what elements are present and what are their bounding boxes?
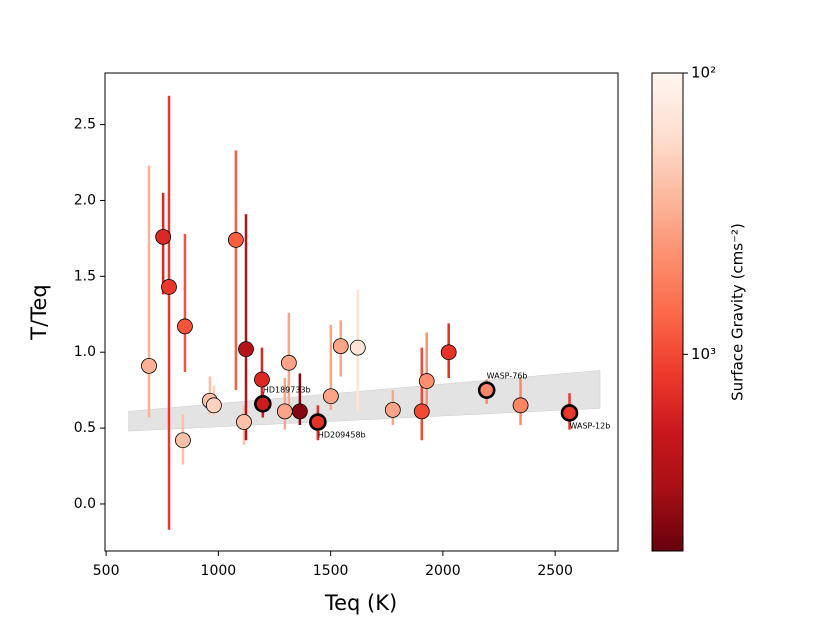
data-point: [440, 344, 457, 361]
data-point: [477, 381, 496, 399]
data-point: [177, 318, 193, 335]
data-point: [254, 395, 272, 413]
x-tick-label: 1500: [313, 563, 349, 579]
x-tick-label: 2000: [425, 563, 461, 579]
colorbar: [651, 72, 684, 552]
y-tick-label: 0.5: [74, 420, 96, 436]
data-point: [560, 404, 579, 422]
data-point: [349, 339, 366, 356]
colorbar-tick-label: 10³: [691, 345, 716, 363]
point-label: HD189733b: [263, 385, 311, 394]
y-tick-label: 2.0: [74, 192, 96, 208]
data-point: [322, 388, 339, 405]
x-tick-label: 2500: [537, 563, 573, 579]
x-tick-label: 500: [93, 563, 120, 579]
data-point: [309, 413, 327, 431]
data-point: [155, 228, 172, 245]
data-point: [236, 414, 252, 430]
data-point: [141, 357, 157, 374]
data-point: [418, 373, 435, 389]
data-point: [413, 403, 430, 420]
data-point: [276, 403, 293, 420]
data-point: [332, 338, 349, 355]
y-tick-label: 1.0: [74, 344, 96, 360]
data-point: [175, 432, 191, 449]
y-tick-label: 1.5: [74, 268, 96, 284]
data-point: [254, 371, 270, 388]
y-axis-label: T/Teq: [27, 284, 51, 340]
data-point: [512, 397, 529, 414]
data-point: [238, 341, 254, 358]
x-axis-label: Teq (K): [324, 591, 397, 615]
point-label: WASP-12b: [570, 421, 611, 430]
model-band: [128, 370, 601, 432]
x-tick-label: 1000: [201, 563, 237, 579]
plot-frame: [104, 72, 619, 552]
data-point: [205, 397, 222, 414]
point-label: WASP-76b: [487, 372, 528, 381]
y-tick-label: 0.0: [74, 496, 96, 512]
y-tick-label: 2.5: [74, 117, 96, 133]
data-point: [227, 232, 244, 248]
data-point: [384, 401, 401, 418]
colorbar-tick-label: 10²: [691, 64, 716, 82]
colorbar-label: Surface Gravity (cms⁻²): [729, 223, 747, 401]
data-point: [161, 279, 177, 295]
point-label: HD209458b: [318, 431, 366, 440]
data-point: [291, 403, 308, 420]
data-point: [280, 354, 297, 371]
